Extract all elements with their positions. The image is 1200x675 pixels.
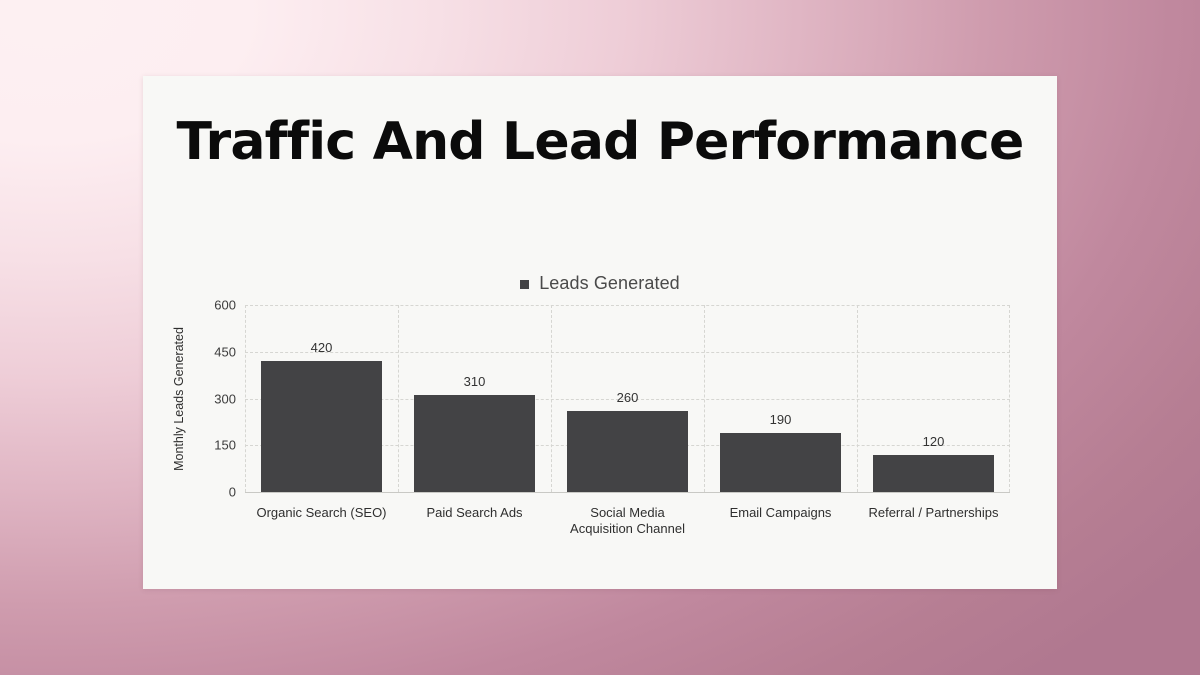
y-axis-tick-label: 600 [214,297,236,313]
chart-bars: 420 Organic Search (SEO) 310 Paid Search Ad… [245,305,1010,520]
x-axis-tick-label: Email Campaigns [729,505,832,520]
bar-value-label: 190 [769,411,792,427]
gridline-vertical [704,305,705,492]
x-axis-title: Acquisition Channel [570,521,685,536]
chart-bar[interactable] [261,361,382,492]
slide-card: Traffic And Lead Performance Leads Gener… [143,76,1057,589]
chart-bar[interactable] [414,395,535,492]
gridline-horizontal [245,351,1010,353]
page-title: Traffic And Lead Performance [176,112,1025,172]
chart-bar-group[interactable]: 310 Paid Search Ads [414,305,535,520]
x-axis-tick-label: Paid Search Ads [426,505,523,520]
gridline-horizontal [245,398,1010,400]
gridline-vertical [857,305,858,492]
bar-value-label: 120 [922,433,945,449]
chart-legend: Leads Generated [143,273,1057,294]
x-axis-tick-label: Referral / Partnerships [868,505,999,520]
bar-value-label: 310 [463,374,486,390]
chart-bar[interactable] [873,454,994,492]
chart-baseline-axis [245,492,1010,493]
chart-bar[interactable] [567,410,688,492]
gridline-vertical [551,305,552,492]
bar-value-label: 260 [616,389,639,405]
x-axis-tick-label: Organic Search (SEO) [256,505,387,520]
gridline-vertical [245,305,246,492]
gridline-vertical [1009,305,1010,492]
y-axis-tick-label: 0 [228,484,236,500]
chart-bar-group[interactable]: 420 Organic Search (SEO) [256,305,386,520]
chart-bar-group[interactable]: 260 Social Media [567,305,688,520]
chart-bar-group[interactable]: 190 Email Campaigns [720,305,841,520]
bar-value-label: 420 [310,340,333,356]
y-axis-tick-label: 150 [214,437,236,453]
legend-marker-icon [520,280,530,289]
gridline-vertical [398,305,399,492]
y-axis-tick-label: 300 [214,391,236,406]
chart-bar-group[interactable]: 120 Referral / Partnerships [868,305,998,520]
chart-bar[interactable] [720,432,841,492]
x-axis-tick-label: Social Media [590,505,665,520]
y-axis-tick-label: 450 [214,344,236,360]
chart-plot-area: 0 150 300 450 600 Monthly Leads Generated 42… [172,298,1010,536]
gridline-horizontal [245,305,1010,306]
legend-item-label: Leads Generated [539,273,680,293]
y-axis-title: Monthly Leads Generated [172,326,186,471]
